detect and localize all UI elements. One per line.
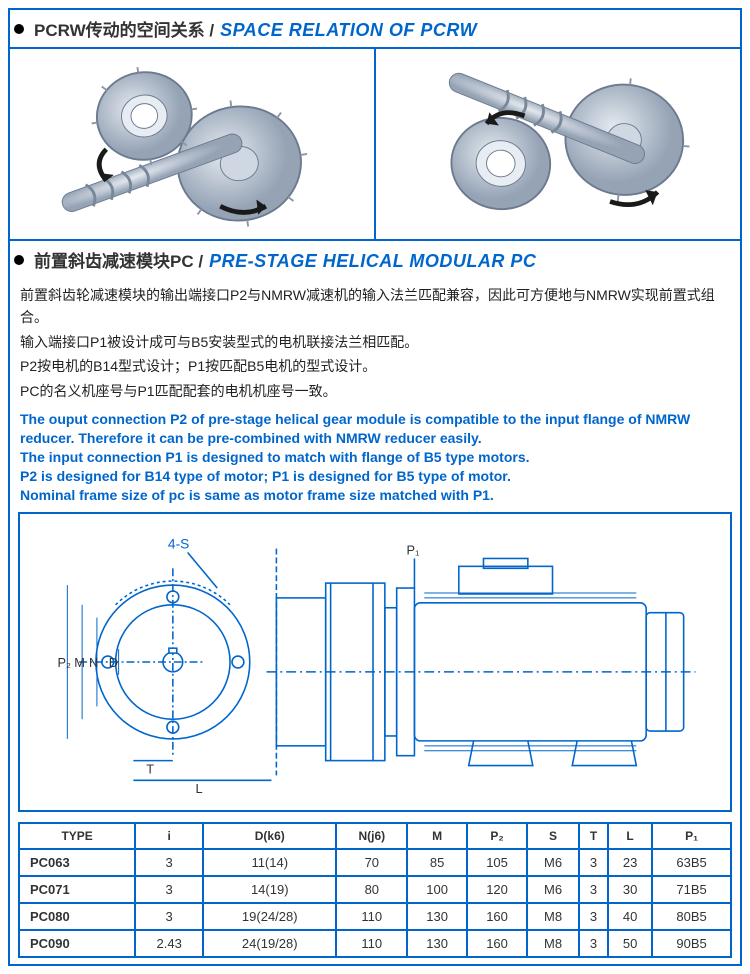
label-n: N <box>89 655 98 670</box>
table-cell: 40 <box>608 903 652 930</box>
col-d: D(k6) <box>203 823 336 849</box>
label-m: M <box>74 655 85 670</box>
bullet-icon <box>14 255 24 265</box>
table-cell: PC090 <box>19 930 135 957</box>
cn-para-1: 前置斜齿轮减速模块的输出端接口P2与NMRW减速机的输入法兰匹配兼容，因此可方便… <box>20 284 730 329</box>
table-cell: 3 <box>579 849 608 876</box>
dimensions-table: TYPE i D(k6) N(j6) M P₂ S T L P₁ PC06331… <box>18 822 732 958</box>
section-title-1: PCRW传动的空间关系 / SPACE RELATION OF PCRW <box>10 10 740 47</box>
table-cell: 3 <box>579 876 608 903</box>
label-p1: P₁ <box>407 543 420 558</box>
chinese-paragraphs: 前置斜齿轮减速模块的输出端接口P2与NMRW减速机的输入法兰匹配兼容，因此可方便… <box>10 278 740 410</box>
table-cell: 71B5 <box>652 876 731 903</box>
table-cell: M8 <box>527 903 579 930</box>
table-cell: M6 <box>527 876 579 903</box>
table-cell: 3 <box>579 903 608 930</box>
table-cell: 80 <box>336 876 407 903</box>
gear-illustration-row <box>10 47 740 241</box>
table-cell: 3 <box>135 876 203 903</box>
title-en-2: PRE-STAGE HELICAL MODULAR PC <box>209 251 536 272</box>
label-4s: 4-S <box>168 537 189 552</box>
gear-diagram-left-icon <box>28 59 356 230</box>
bullet-icon <box>14 24 24 34</box>
label-t: T <box>146 762 154 777</box>
cn-para-2: 输入端接口P1被设计成可与B5安装型式的电机联接法兰相匹配。 <box>20 331 730 353</box>
table-cell: 14(19) <box>203 876 336 903</box>
section-title-2: 前置斜齿减速模块PC / PRE-STAGE HELICAL MODULAR P… <box>10 241 740 278</box>
en-para-2: The input connection P1 is designed to m… <box>20 448 730 467</box>
table-cell: 30 <box>608 876 652 903</box>
label-p2: P₂ <box>57 655 71 670</box>
label-d: D <box>109 655 118 670</box>
table-cell: 85 <box>407 849 467 876</box>
table-cell: 3 <box>579 930 608 957</box>
cn-para-3: P2按电机的B14型式设计；P1按匹配B5电机的型式设计。 <box>20 355 730 377</box>
table-cell: 3 <box>135 849 203 876</box>
table-cell: 11(14) <box>203 849 336 876</box>
title-cn-2: 前置斜齿减速模块PC / <box>34 247 203 272</box>
table-cell: M6 <box>527 849 579 876</box>
table-cell: PC063 <box>19 849 135 876</box>
table-cell: 3 <box>135 903 203 930</box>
table-cell: 100 <box>407 876 467 903</box>
table-cell: 160 <box>467 930 527 957</box>
technical-drawing-svg: 4-S P₂ M N D T L <box>20 514 730 810</box>
table-body: PC063311(14)7085105M632363B5PC071314(19)… <box>19 849 731 957</box>
col-l: L <box>608 823 652 849</box>
gear-illustration-left <box>10 49 374 239</box>
table-cell: 2.43 <box>135 930 203 957</box>
col-t: T <box>579 823 608 849</box>
table-row: PC071314(19)80100120M633071B5 <box>19 876 731 903</box>
table-cell: 120 <box>467 876 527 903</box>
label-l: L <box>196 782 203 797</box>
col-i: i <box>135 823 203 849</box>
en-para-1: The ouput connection P2 of pre-stage hel… <box>20 410 730 448</box>
table-cell: 70 <box>336 849 407 876</box>
table-cell: PC071 <box>19 876 135 903</box>
table-cell: 110 <box>336 903 407 930</box>
table-cell: 110 <box>336 930 407 957</box>
col-m: M <box>407 823 467 849</box>
table-header-row: TYPE i D(k6) N(j6) M P₂ S T L P₁ <box>19 823 731 849</box>
table-row: PC0902.4324(19/28)110130160M835090B5 <box>19 930 731 957</box>
table-row: PC080319(24/28)110130160M834080B5 <box>19 903 731 930</box>
table-cell: 23 <box>608 849 652 876</box>
en-para-4: Nominal frame size of pc is same as moto… <box>20 486 730 505</box>
cn-para-4: PC的名义机座号与P1匹配配套的电机机座号一致。 <box>20 380 730 402</box>
table-cell: 105 <box>467 849 527 876</box>
table-cell: 50 <box>608 930 652 957</box>
english-paragraphs: The ouput connection P2 of pre-stage hel… <box>10 410 740 512</box>
col-type: TYPE <box>19 823 135 849</box>
table-cell: M8 <box>527 930 579 957</box>
table-cell: 160 <box>467 903 527 930</box>
table-cell: 19(24/28) <box>203 903 336 930</box>
table-cell: 80B5 <box>652 903 731 930</box>
table-cell: 24(19/28) <box>203 930 336 957</box>
en-para-3: P2 is designed for B14 type of motor; P1… <box>20 467 730 486</box>
technical-drawing: 4-S P₂ M N D T L <box>18 512 732 812</box>
title-en-1: SPACE RELATION OF PCRW <box>220 20 477 41</box>
table-cell: 130 <box>407 930 467 957</box>
col-n: N(j6) <box>336 823 407 849</box>
gear-illustration-right <box>374 49 740 239</box>
table-cell: 90B5 <box>652 930 731 957</box>
col-p2: P₂ <box>467 823 527 849</box>
table-cell: 130 <box>407 903 467 930</box>
table-cell: PC080 <box>19 903 135 930</box>
col-s: S <box>527 823 579 849</box>
title-cn-1: PCRW传动的空间关系 / <box>34 16 214 41</box>
document-frame: PCRW传动的空间关系 / SPACE RELATION OF PCRW <box>8 8 742 966</box>
gear-diagram-right-icon <box>394 59 722 230</box>
table-cell: 63B5 <box>652 849 731 876</box>
table-row: PC063311(14)7085105M632363B5 <box>19 849 731 876</box>
col-p1: P₁ <box>652 823 731 849</box>
